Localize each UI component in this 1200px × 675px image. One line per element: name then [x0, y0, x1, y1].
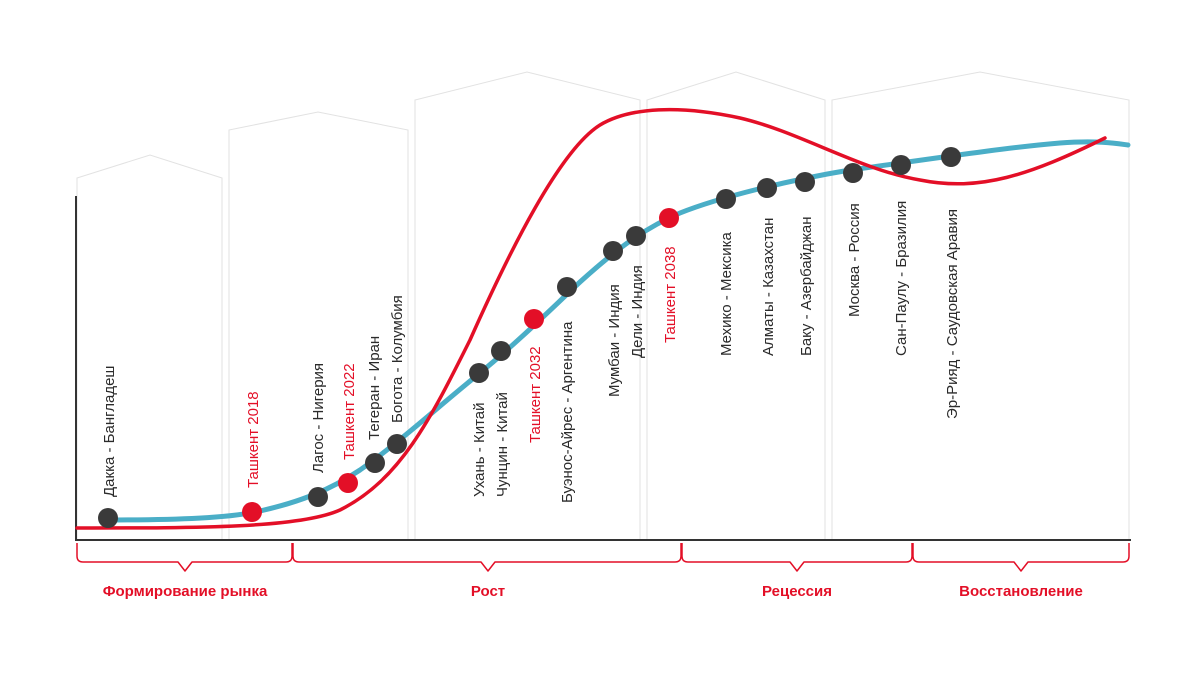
city-dot [659, 208, 679, 228]
city-label: Дакка - Бангладеш [101, 366, 118, 497]
city-label: Мехико - Мексика [718, 232, 735, 356]
phase-labels: Формирование рынка Рост Рецессия Восстан… [103, 583, 1083, 600]
brace-recovery [912, 543, 1130, 572]
city-dot [843, 163, 863, 183]
city-label: Баку - Азербайджан [798, 216, 815, 356]
city-dot [365, 453, 385, 473]
city-dot [557, 277, 577, 297]
panel-5 [831, 71, 1130, 540]
city-label: Чунцин - Китай [494, 392, 511, 497]
panel-2 [228, 111, 409, 540]
city-dot [387, 434, 407, 454]
city-dot [795, 172, 815, 192]
phase-label-growth: Рост [471, 583, 505, 600]
city-label: Ташкент 2022 [341, 363, 358, 460]
city-dot [491, 341, 511, 361]
city-dot [603, 241, 623, 261]
city-label: Сан-Паулу - Бразилия [893, 201, 910, 356]
city-label: Ташкент 2018 [245, 391, 262, 488]
city-label: Москва - Россия [846, 203, 863, 317]
city-label: Буэнос-Айрес - Аргентина [559, 321, 576, 503]
city-dot [757, 178, 777, 198]
city-dot [308, 487, 328, 507]
brace-growth [292, 543, 682, 572]
phase-label-recovery: Восстановление [959, 583, 1083, 600]
city-dot [716, 189, 736, 209]
city-label: Ташкент 2032 [527, 346, 544, 443]
city-label: Дели - Индия [629, 265, 646, 358]
phase-braces [76, 543, 1130, 572]
city-label: Алматы - Казахстан [760, 218, 777, 356]
city-label: Ухань - Китай [471, 403, 488, 498]
city-dots [98, 147, 961, 528]
panel-4 [646, 71, 826, 540]
city-dot [941, 147, 961, 167]
city-dot [891, 155, 911, 175]
phase-label-recession: Рецессия [762, 583, 832, 600]
city-dot [98, 508, 118, 528]
city-dot [469, 363, 489, 383]
city-dot [242, 502, 262, 522]
city-label: Лагос - Нигерия [310, 363, 327, 473]
city-label: Мумбаи - Индия [606, 284, 623, 397]
phase-label-formation: Формирование рынка [103, 583, 268, 600]
panel-3 [414, 71, 641, 540]
city-label: Богота - Колумбия [389, 295, 406, 423]
background-panels [76, 71, 1130, 540]
city-labels: Дакка - Бангладеш Ташкент 2018 Лагос - Н… [101, 201, 961, 503]
city-label: Ташкент 2038 [662, 246, 679, 343]
city-label: Тегеран - Иран [366, 336, 383, 440]
tashkent-curve [75, 107, 1107, 530]
city-dot [626, 226, 646, 246]
city-dot [524, 309, 544, 329]
brace-recession [681, 543, 913, 572]
city-label: Эр-Рияд - Саудовская Аравия [944, 209, 961, 419]
brace-formation [76, 543, 293, 572]
panel-1 [76, 154, 223, 540]
city-dot [338, 473, 358, 493]
